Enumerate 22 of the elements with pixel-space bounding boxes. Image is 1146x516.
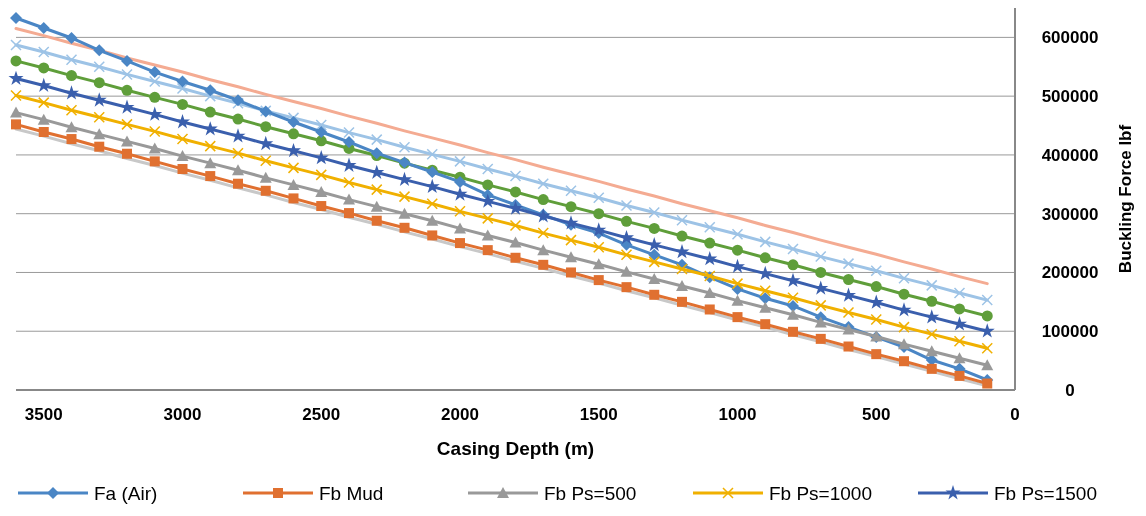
y-tick-label: 300000 (1041, 204, 1099, 224)
y-tick-label: 600000 (1041, 28, 1099, 48)
y-tick-label: 100000 (1041, 322, 1099, 342)
x-tick-label: 2000 (441, 405, 479, 424)
legend-label: Fb Ps=1500 (994, 483, 1097, 504)
legend-label: Fb Ps=1000 (769, 483, 872, 504)
x-tick-label: 2500 (302, 405, 341, 424)
legend-label: Fb Mud (319, 483, 384, 504)
y-tick-label: 500000 (1041, 87, 1099, 107)
x-tick-label: 1500 (579, 405, 618, 424)
x-tick-label: 500 (862, 405, 891, 424)
x-axis-title: Casing Depth (m) (436, 438, 595, 459)
y-tick-label: 200000 (1041, 263, 1099, 283)
x-tick-label: 1000 (718, 405, 757, 424)
legend-label: Fb Ps=500 (544, 483, 637, 504)
y-tick-label: 400000 (1041, 145, 1099, 165)
x-tick-label: 3500 (24, 405, 63, 424)
x-tick-label: 0 (1010, 405, 1020, 424)
y-axis-title: Buckling Force lbf (1116, 124, 1135, 274)
y-tick-label: 0 (1065, 381, 1075, 400)
legend-label: Fa (Air) (94, 483, 158, 504)
x-tick-label: 3000 (163, 405, 202, 424)
